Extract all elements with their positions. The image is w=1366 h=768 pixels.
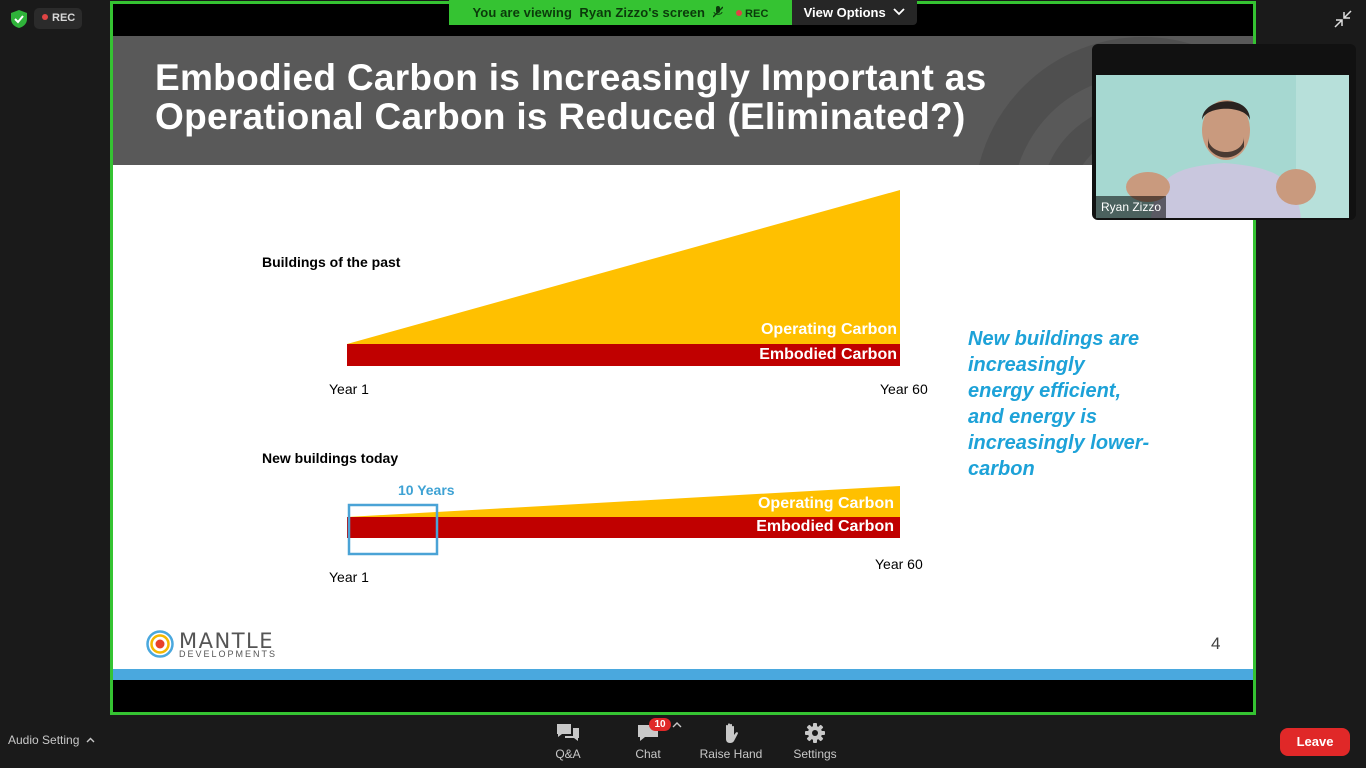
side-note: New buildings are increasingly energy ef… [968, 326, 1198, 482]
settings-label: Settings [793, 747, 837, 761]
year-start-label-past: Year 1 [329, 381, 369, 397]
meeting-toolbar [0, 716, 1366, 768]
recording-indicator: REC [34, 8, 82, 29]
embodied-carbon-label-past: Embodied Carbon [759, 346, 897, 363]
rec-label: REC [52, 12, 76, 24]
operating-carbon-label-today: Operating Carbon [757, 495, 894, 512]
embodied-carbon-bar [347, 517, 900, 538]
rec-dot-icon [735, 10, 742, 16]
viewing-banner: You are viewing Ryan Zizzo's screen REC [449, 0, 792, 25]
audio-setting-label: Audio Setting [8, 733, 80, 747]
audio-setting-button[interactable]: Audio Setting [8, 733, 95, 747]
operating-carbon-wedge [347, 190, 900, 344]
slide-header: Embodied Carbon is Increasingly Importan… [113, 36, 1253, 165]
caret-up-icon[interactable] [672, 721, 682, 729]
slide-title-line2: Operational Carbon is Reduced (Eliminate… [155, 96, 966, 137]
logo-name: MANTLE [179, 629, 274, 653]
viewing-text: You are viewing Ryan Zizzo's screen [472, 5, 706, 20]
year-end-label-past: Year 60 [880, 381, 928, 397]
side-note-line: carbon [968, 458, 1035, 480]
person-silhouette [1096, 75, 1349, 218]
rec-dot-icon [42, 14, 48, 20]
chat-label: Chat [635, 747, 661, 761]
past-diagram [347, 190, 900, 366]
collapse-icon[interactable] [1334, 10, 1352, 28]
raise-hand-label: Raise Hand [699, 747, 763, 761]
section1-label: Buildings of the past [262, 254, 401, 270]
operating-carbon-wedge [347, 486, 900, 517]
slide-title: Embodied Carbon is Increasingly Importan… [155, 58, 1135, 136]
side-note-line: New buildings are [968, 328, 1140, 350]
shield-check-icon[interactable] [8, 8, 30, 30]
ten-years-box [347, 503, 439, 556]
year-start-label-today: Year 1 [329, 569, 369, 585]
banner-rec-label: REC [744, 8, 769, 20]
qa-icon [557, 724, 579, 741]
qa-button[interactable]: Q&A [548, 720, 588, 766]
gear-icon [805, 723, 825, 743]
side-note-line: and energy is [968, 406, 1097, 428]
ten-years-label: 10 Years [398, 482, 455, 498]
chevron-down-icon [893, 8, 905, 16]
qa-label: Q&A [555, 747, 581, 761]
chat-unread-badge: 10 [649, 718, 671, 731]
slide: Embodied Carbon is Increasingly Importan… [113, 36, 1253, 680]
mantle-logo-icon [146, 630, 174, 658]
side-note-line: increasingly [968, 354, 1085, 376]
logo-subtitle: DEVELOPMENTS [179, 649, 278, 659]
year-end-label-today: Year 60 [875, 556, 923, 572]
raise-hand-button[interactable]: Raise Hand [698, 720, 764, 766]
settings-button[interactable]: Settings [790, 720, 840, 766]
participant-name-label: Ryan Zizzo [1096, 196, 1167, 218]
embodied-carbon-label-today: Embodied Carbon [756, 518, 894, 535]
view-options-label: View Options [803, 5, 886, 20]
section2-label: New buildings today [262, 450, 399, 466]
leave-button[interactable]: Leave [1280, 728, 1350, 756]
embodied-carbon-bar [347, 344, 900, 366]
view-options-button[interactable]: View Options [792, 0, 917, 25]
caret-up-icon [86, 737, 95, 743]
participant-video [1096, 75, 1349, 218]
page-number: 4 [1211, 634, 1221, 653]
operating-carbon-label-past: Operating Carbon [760, 321, 897, 338]
today-diagram [347, 486, 900, 556]
mic-off-icon [712, 6, 726, 20]
side-note-line: increasingly lower- [968, 432, 1150, 454]
hand-icon [726, 723, 738, 743]
side-note-line: energy efficient, [968, 380, 1122, 402]
slide-footer-bar [113, 669, 1253, 680]
slide-title-line1: Embodied Carbon is Increasingly Importan… [155, 57, 987, 98]
